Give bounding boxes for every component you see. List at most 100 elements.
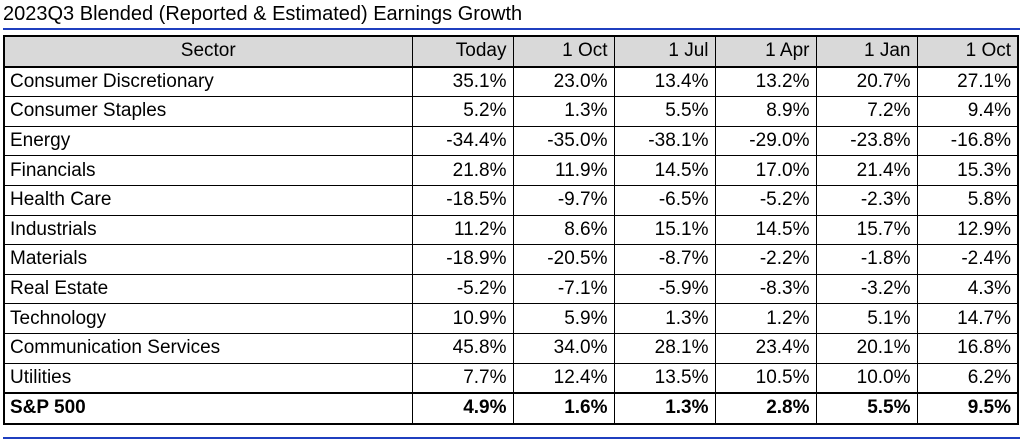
growth-value: 14.5% xyxy=(714,215,816,246)
growth-value: 35.1% xyxy=(411,66,513,98)
sector-name: Real Estate xyxy=(3,274,412,305)
header-1-apr: 1 Apr xyxy=(714,36,816,68)
growth-value: 11.9% xyxy=(512,155,614,186)
growth-value: 45.8% xyxy=(411,333,513,364)
sector-name: Financials xyxy=(3,155,412,186)
sector-name: Communication Services xyxy=(3,333,412,364)
sector-name: Consumer Staples xyxy=(3,96,412,127)
growth-value: 34.0% xyxy=(512,333,614,364)
growth-value: 23.0% xyxy=(512,66,614,98)
table-title: 2023Q3 Blended (Reported & Estimated) Ea… xyxy=(3,3,523,25)
growth-value: 10.9% xyxy=(411,303,513,334)
sector-name: Technology xyxy=(3,303,412,334)
table-row: Consumer Staples 5.2% 1.3% 5.5% 8.9% 7.2% 9.4% xyxy=(3,96,1018,127)
growth-value: 16.8% xyxy=(916,333,1018,364)
sector-name: Health Care xyxy=(3,185,412,216)
sector-name: Materials xyxy=(3,244,412,275)
table-row: Industrials 11.2% 8.6% 15.1% 14.5% 15.7% 12.9% xyxy=(3,215,1018,246)
growth-value: -2.4% xyxy=(916,244,1018,275)
growth-value: 7.2% xyxy=(815,96,917,127)
growth-value: 15.3% xyxy=(916,155,1018,186)
growth-value: 11.2% xyxy=(411,215,513,246)
growth-value: 9.4% xyxy=(916,96,1018,127)
table-row: Consumer Discretionary 35.1% 23.0% 13.4% 13.… xyxy=(3,66,1018,98)
growth-value: 15.1% xyxy=(613,215,715,246)
growth-value: 10.0% xyxy=(815,363,917,394)
growth-value: -20.5% xyxy=(512,244,614,275)
growth-value: 6.2% xyxy=(916,363,1018,394)
growth-value: 15.7% xyxy=(815,215,917,246)
growth-value: 28.1% xyxy=(613,333,715,364)
growth-value: 23.4% xyxy=(714,333,816,364)
growth-value: -3.2% xyxy=(815,274,917,305)
growth-value: 14.5% xyxy=(613,155,715,186)
growth-value: 13.5% xyxy=(613,363,715,394)
table-body: Consumer Discretionary 35.1% 23.0% 13.4% 13.… xyxy=(3,66,1018,425)
bottom-accent-rule xyxy=(3,437,1020,439)
growth-value: -29.0% xyxy=(714,126,816,157)
growth-value: 2.8% xyxy=(714,392,816,425)
growth-value: -8.7% xyxy=(613,244,715,275)
growth-value: -18.5% xyxy=(411,185,513,216)
header-today: Today xyxy=(411,36,513,68)
growth-value: 5.8% xyxy=(916,185,1018,216)
sector-name: Industrials xyxy=(3,215,412,246)
header-1-jul: 1 Jul xyxy=(613,36,715,68)
table-row: Energy -34.4% -35.0% -38.1% -29.0% -23.8% -16.… xyxy=(3,126,1018,157)
growth-value: 9.5% xyxy=(916,392,1018,425)
growth-value: 10.5% xyxy=(714,363,816,394)
growth-value: -23.8% xyxy=(815,126,917,157)
growth-value: -38.1% xyxy=(613,126,715,157)
growth-value: 20.1% xyxy=(815,333,917,364)
sector-name: Utilities xyxy=(3,363,412,394)
growth-value: 8.9% xyxy=(714,96,816,127)
growth-value: 1.3% xyxy=(613,392,715,425)
growth-value: -5.2% xyxy=(714,185,816,216)
growth-value: -2.3% xyxy=(815,185,917,216)
header-sector: Sector xyxy=(3,36,412,68)
growth-value: -35.0% xyxy=(512,126,614,157)
growth-value: 5.5% xyxy=(815,392,917,425)
growth-value: -2.2% xyxy=(714,244,816,275)
growth-value: 5.5% xyxy=(613,96,715,127)
earnings-growth-table: Sector Today 1 Oct 1 Jul 1 Apr 1 Jan 1 O… xyxy=(3,35,1019,425)
growth-value: 5.1% xyxy=(815,303,917,334)
growth-value: 20.7% xyxy=(815,66,917,98)
table-row: Financials 21.8% 11.9% 14.5% 17.0% 21.4% 15.3% xyxy=(3,155,1018,186)
sector-name: Consumer Discretionary xyxy=(3,66,412,98)
growth-value: 1.3% xyxy=(613,303,715,334)
growth-value: -18.9% xyxy=(411,244,513,275)
growth-value: 4.9% xyxy=(411,392,513,425)
growth-value: -34.4% xyxy=(411,126,513,157)
header-1-jan: 1 Jan xyxy=(815,36,917,68)
growth-value: -9.7% xyxy=(512,185,614,216)
growth-value: 21.8% xyxy=(411,155,513,186)
table-row: Real Estate -5.2% -7.1% -5.9% -8.3% -3.2% 4.3% xyxy=(3,274,1018,305)
growth-value: 5.2% xyxy=(411,96,513,127)
growth-value: 21.4% xyxy=(815,155,917,186)
table-row: Materials -18.9% -20.5% -8.7% -2.2% -1.8% -2.4… xyxy=(3,244,1018,275)
table-row: Technology 10.9% 5.9% 1.3% 1.2% 5.1% 14.7% xyxy=(3,303,1018,334)
growth-value: 13.2% xyxy=(714,66,816,98)
header-1-oct-prior: 1 Oct xyxy=(916,36,1018,68)
table-row: Utilities 7.7% 12.4% 13.5% 10.5% 10.0% 6.2% xyxy=(3,363,1018,394)
growth-value: -16.8% xyxy=(916,126,1018,157)
growth-value: -7.1% xyxy=(512,274,614,305)
table-row: Communication Services 45.8% 34.0% 28.1% 23.… xyxy=(3,333,1018,364)
growth-value: -5.9% xyxy=(613,274,715,305)
growth-value: 1.3% xyxy=(512,96,614,127)
growth-value: 1.2% xyxy=(714,303,816,334)
table-row: Health Care -18.5% -9.7% -6.5% -5.2% -2.3% 5.8… xyxy=(3,185,1018,216)
growth-value: 4.3% xyxy=(916,274,1018,305)
growth-value: -5.2% xyxy=(411,274,513,305)
growth-value: 1.6% xyxy=(512,392,614,425)
growth-value: -6.5% xyxy=(613,185,715,216)
growth-value: 8.6% xyxy=(512,215,614,246)
sector-name: S&P 500 xyxy=(3,392,412,425)
growth-value: -8.3% xyxy=(714,274,816,305)
growth-value: 12.9% xyxy=(916,215,1018,246)
growth-value: 5.9% xyxy=(512,303,614,334)
top-accent-rule xyxy=(3,28,1020,30)
growth-value: -1.8% xyxy=(815,244,917,275)
sector-name: Energy xyxy=(3,126,412,157)
